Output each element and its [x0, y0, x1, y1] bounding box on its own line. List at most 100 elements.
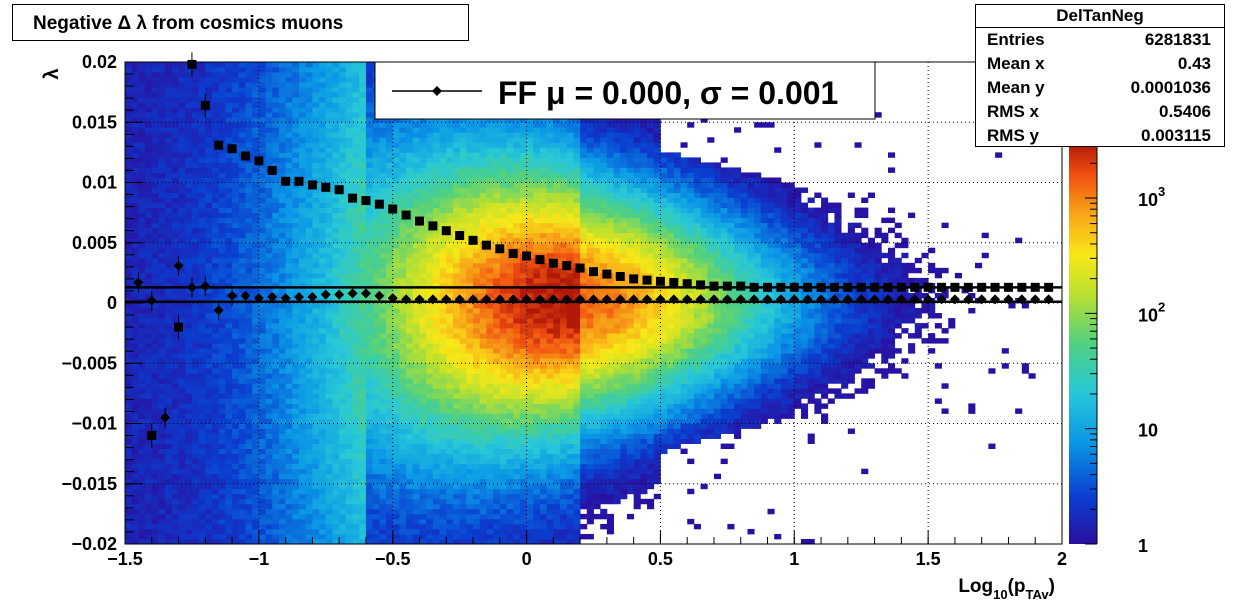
- heatmap-cell: [151, 67, 159, 73]
- heatmap-cell: [232, 438, 240, 444]
- heatmap-cell: [125, 212, 133, 219]
- heatmap-cell: [386, 433, 394, 439]
- heatmap-cell: [145, 368, 153, 374]
- heatmap-cell: [332, 102, 340, 108]
- heatmap-cell: [305, 448, 313, 455]
- heatmap-cell: [138, 493, 146, 500]
- heatmap-cell: [178, 463, 186, 470]
- heatmap-cell: [379, 313, 387, 319]
- heatmap-cell: [406, 343, 414, 349]
- heatmap-cell: [359, 353, 367, 359]
- heatmap-cell: [419, 388, 427, 394]
- heatmap-cell: [339, 162, 347, 168]
- heatmap-cell: [359, 308, 367, 314]
- heatmap-cell: [312, 257, 320, 264]
- heatmap-cell: [419, 408, 427, 414]
- heatmap-cell: [238, 303, 246, 309]
- heatmap-cell: [392, 272, 400, 279]
- heatmap-cell: [386, 162, 394, 168]
- heatmap-cell: [178, 513, 186, 520]
- heatmap-cell: [419, 508, 427, 515]
- heatmap-cell: [252, 363, 260, 369]
- heatmap-cell: [426, 287, 434, 294]
- heatmap-cell: [392, 393, 400, 399]
- heatmap-cell: [406, 207, 414, 214]
- heatmap-cell: [278, 458, 287, 465]
- heatmap-cell: [125, 272, 133, 279]
- heatmap-cell: [365, 267, 374, 274]
- heatmap-cell: [218, 197, 226, 203]
- heatmap-cell: [158, 353, 166, 359]
- heatmap-cell: [165, 533, 173, 540]
- heatmap-cell: [332, 403, 340, 409]
- heatmap-cell: [446, 232, 454, 239]
- heatmap-cell: [365, 333, 374, 339]
- heatmap-cell: [319, 177, 327, 183]
- heatmap-cell: [426, 408, 434, 414]
- heatmap-cell: [419, 353, 427, 359]
- heatmap-cell: [332, 222, 340, 229]
- heatmap-cell: [339, 232, 347, 239]
- heatmap-cell: [225, 513, 233, 520]
- heatmap-cell: [272, 318, 280, 324]
- heatmap-cell: [278, 147, 287, 153]
- heatmap-cell: [278, 197, 287, 203]
- heatmap-cell: [185, 212, 193, 219]
- heatmap-cell: [178, 122, 186, 128]
- heatmap-cell: [272, 272, 280, 279]
- heatmap-cell: [218, 147, 226, 153]
- heatmap-cell: [392, 473, 400, 480]
- heatmap-cell: [218, 187, 226, 193]
- heatmap-cell: [285, 107, 293, 113]
- heatmap-cell: [238, 162, 246, 168]
- heatmap-cell: [365, 157, 374, 163]
- heatmap-cell: [205, 207, 213, 214]
- heatmap-cell: [131, 438, 139, 444]
- heatmap-cell: [145, 122, 153, 128]
- heatmap-cell: [158, 212, 166, 219]
- heatmap-cell: [412, 353, 420, 359]
- heatmap-cell: [278, 303, 287, 309]
- heatmap-cell: [432, 313, 440, 319]
- heatmap-cell: [165, 378, 173, 384]
- heatmap-cell: [225, 282, 233, 289]
- heatmap-cell: [312, 478, 320, 485]
- heatmap-cell: [252, 483, 260, 490]
- heatmap-cell: [252, 333, 260, 339]
- heatmap-cell: [392, 463, 400, 470]
- heatmap-cell: [392, 518, 400, 525]
- heatmap-cell: [365, 202, 374, 208]
- heatmap-cell: [285, 363, 293, 369]
- heatmap-cell: [278, 62, 287, 68]
- heatmap-cell: [218, 533, 226, 540]
- heatmap-cell: [131, 197, 139, 203]
- heatmap-cell: [439, 458, 447, 465]
- heatmap-cell: [332, 197, 340, 203]
- heatmap-cell: [406, 162, 414, 168]
- heatmap-cell: [372, 313, 380, 319]
- heatmap-cell: [365, 323, 374, 329]
- heatmap-cell: [352, 127, 360, 133]
- heatmap-cell: [138, 252, 146, 259]
- heatmap-cell: [178, 458, 186, 465]
- heatmap-cell: [191, 438, 200, 444]
- heatmap-cell: [339, 192, 347, 198]
- heatmap-cell: [459, 117, 467, 123]
- heatmap-cell: [339, 358, 347, 364]
- heatmap-cell: [225, 242, 233, 249]
- heatmap-cell: [252, 292, 260, 299]
- heatmap-cell: [312, 343, 320, 349]
- heatmap-cell: [299, 117, 307, 123]
- heatmap-cell: [258, 147, 266, 153]
- heatmap-cell: [171, 363, 179, 369]
- heatmap-cell: [158, 533, 166, 540]
- heatmap-cell: [305, 107, 313, 113]
- heatmap-cell: [191, 227, 200, 234]
- heatmap-cell: [225, 453, 233, 460]
- heatmap-cell: [265, 217, 273, 224]
- heatmap-cell: [151, 162, 159, 168]
- heatmap-cell: [178, 523, 186, 530]
- heatmap-cell: [332, 137, 340, 143]
- heatmap-cell: [238, 433, 246, 439]
- heatmap-cell: [258, 418, 266, 424]
